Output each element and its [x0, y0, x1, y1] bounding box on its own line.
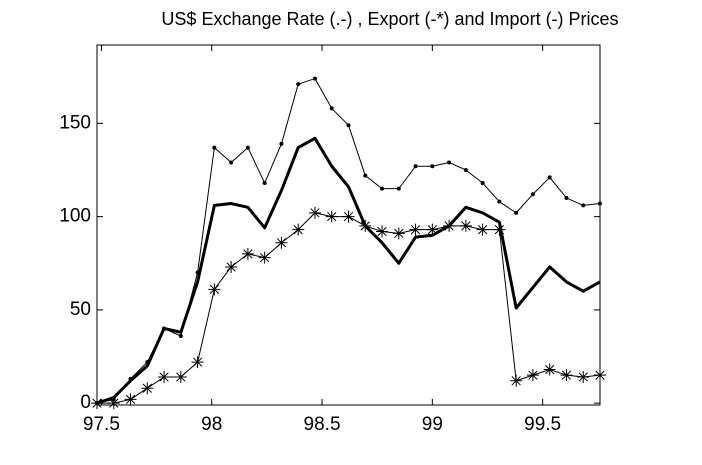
- marker: [158, 371, 171, 384]
- x-tick-label: 98.5: [304, 414, 341, 435]
- marker: [530, 192, 535, 197]
- y-tick-label: 50: [70, 299, 91, 320]
- marker: [564, 195, 569, 200]
- marker: [225, 260, 238, 273]
- marker: [107, 397, 120, 410]
- marker: [212, 145, 217, 150]
- marker: [262, 181, 267, 186]
- marker: [447, 160, 452, 165]
- marker: [208, 283, 221, 296]
- y-tick-label: 150: [59, 112, 91, 133]
- series-line: [96, 78, 601, 404]
- marker: [241, 247, 254, 260]
- marker: [547, 175, 552, 180]
- marker: [296, 82, 301, 87]
- marker: [526, 369, 539, 382]
- marker: [430, 164, 435, 169]
- marker: [392, 227, 405, 240]
- x-tick-label: 98: [201, 414, 222, 435]
- x-tick-label: 99.5: [524, 414, 561, 435]
- marker: [279, 141, 284, 146]
- marker: [342, 210, 355, 223]
- marker: [191, 356, 204, 369]
- marker: [141, 382, 154, 395]
- marker: [292, 223, 305, 236]
- marker: [275, 236, 288, 249]
- marker: [325, 210, 338, 223]
- marker: [463, 167, 468, 172]
- marker: [480, 181, 485, 186]
- marker: [363, 173, 368, 178]
- marker: [359, 219, 372, 232]
- marker: [510, 374, 523, 387]
- marker: [598, 201, 602, 206]
- marker: [560, 369, 573, 382]
- marker: [329, 106, 334, 111]
- marker: [459, 219, 472, 232]
- marker: [409, 223, 422, 236]
- marker: [174, 371, 187, 384]
- marker: [178, 333, 183, 338]
- x-tick-label: 97.5: [83, 414, 120, 435]
- chart-title: US$ Exchange Rate (.-) , Export (-*) and…: [161, 9, 618, 29]
- marker: [581, 203, 586, 208]
- marker: [443, 219, 456, 232]
- marker: [376, 225, 389, 238]
- marker: [413, 164, 418, 169]
- marker: [308, 206, 321, 219]
- marker: [91, 397, 103, 410]
- marker: [245, 145, 250, 150]
- marker: [426, 223, 439, 236]
- marker: [514, 210, 519, 215]
- x-tick-label: 99: [422, 414, 443, 435]
- marker: [396, 186, 401, 191]
- plot-frame: [96, 44, 601, 406]
- series-line: [96, 136, 601, 405]
- marker: [258, 251, 271, 264]
- y-tick-label: 0: [80, 392, 91, 413]
- marker: [577, 371, 590, 384]
- marker: [476, 223, 489, 236]
- marker: [346, 123, 351, 128]
- marker: [312, 76, 317, 81]
- marker: [493, 223, 506, 236]
- marker: [124, 393, 137, 406]
- marker: [380, 186, 385, 191]
- marker: [594, 369, 606, 382]
- marker: [543, 363, 556, 376]
- y-tick-label: 100: [59, 206, 91, 227]
- marker: [497, 199, 502, 204]
- series-line: [97, 212, 601, 404]
- marker: [229, 160, 234, 165]
